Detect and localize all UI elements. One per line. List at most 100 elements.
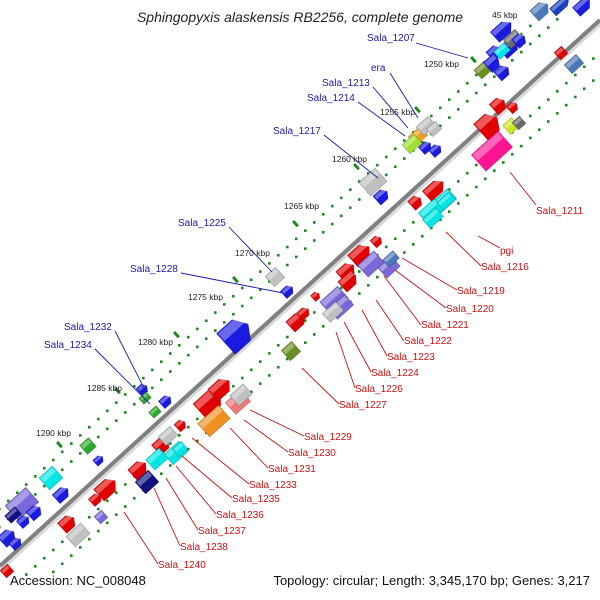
- gene-feature: [207, 376, 230, 402]
- track-dot-lower-outer: [493, 169, 496, 172]
- leader-line: [389, 72, 419, 119]
- track-dot-lower-inner: [385, 245, 388, 249]
- gene-label-Sala_1229[interactable]: Sala_1229: [304, 432, 352, 443]
- gene-feature: [87, 492, 102, 508]
- track-dot-upper-inner: [259, 270, 262, 273]
- track-dot-lower-outer: [376, 275, 379, 279]
- gene-feature: [38, 465, 64, 491]
- track-dot-upper-outer: [151, 386, 154, 390]
- track-dot-lower-inner: [187, 425, 190, 429]
- gene-feature: [93, 509, 109, 525]
- track-dot-upper-outer: [178, 362, 181, 365]
- major-tick: [113, 386, 121, 395]
- track-dot-upper-inner: [394, 147, 397, 151]
- track-dot-lower-outer: [439, 218, 442, 222]
- leader-line: [94, 348, 151, 405]
- gene-feature: [51, 485, 69, 505]
- gene-label-Sala_1219[interactable]: Sala_1219: [457, 286, 505, 297]
- gene-feature: [511, 32, 527, 49]
- track-dot-lower-inner: [34, 565, 37, 568]
- track-dot-lower-inner: [313, 311, 316, 314]
- gene-label-Sala_1221[interactable]: Sala_1221: [421, 320, 469, 331]
- track-dot-lower-outer: [511, 152, 514, 156]
- gene-label-Sala_1232[interactable]: Sala_1232: [64, 322, 112, 333]
- track-dot-upper-inner: [52, 458, 55, 462]
- track-dot-lower-outer: [106, 521, 109, 525]
- gene-label-Sala_1222[interactable]: Sala_1222: [404, 336, 452, 347]
- gene-label-Sala_1216[interactable]: Sala_1216: [481, 262, 529, 273]
- gene-label-Sala_1217[interactable]: Sala_1217: [273, 126, 321, 137]
- gene-feature: [65, 522, 91, 548]
- gene-feature: [357, 250, 385, 278]
- track-dot-lower-inner: [457, 180, 460, 183]
- gene-label-Sala_1230[interactable]: Sala_1230: [288, 448, 336, 459]
- leader-line: [301, 367, 340, 405]
- track-dot-lower-outer: [250, 390, 253, 394]
- gene-label-Sala_1223[interactable]: Sala_1223: [387, 352, 435, 363]
- gene-feature: [337, 271, 357, 293]
- track-dot-upper-inner: [439, 106, 442, 110]
- gene-label-era[interactable]: era: [371, 63, 386, 74]
- track-dot-upper-outer: [70, 460, 73, 463]
- track-dot-lower-inner: [268, 352, 271, 355]
- track-dot-lower-inner: [25, 573, 28, 576]
- track-dot-upper-inner: [466, 81, 469, 85]
- gene-label-Sala_1214[interactable]: Sala_1214: [307, 93, 355, 104]
- track-dot-upper-outer: [169, 370, 172, 373]
- track-dot-upper-outer: [268, 280, 271, 283]
- track-dot-upper-outer: [520, 50, 523, 54]
- gene-feature: [4, 506, 22, 524]
- track-dot-upper-outer: [115, 419, 118, 422]
- gene-label-Sala_1233[interactable]: Sala_1233: [249, 480, 297, 491]
- gene-label-Sala_1240[interactable]: Sala_1240: [158, 560, 206, 571]
- gene-label-Sala_1231[interactable]: Sala_1231: [268, 464, 316, 475]
- gene-label-Sala_1213[interactable]: Sala_1213: [322, 78, 370, 89]
- scale-label: 1275 kbp: [188, 292, 223, 302]
- track-dot-lower-inner: [394, 237, 397, 241]
- gene-feature: [493, 42, 511, 60]
- track-dot-upper-inner: [520, 32, 523, 36]
- gene-label-Sala_1211[interactable]: Sala_1211: [536, 206, 584, 217]
- gene-label-Sala_1238[interactable]: Sala_1238: [180, 542, 228, 553]
- gene-feature: [407, 194, 423, 211]
- gene-label-Sala_1225[interactable]: Sala_1225: [178, 218, 226, 229]
- gene-label-Sala_1224[interactable]: Sala_1224: [371, 368, 419, 379]
- gene-label-Sala_1236[interactable]: Sala_1236: [216, 510, 264, 521]
- gene-label-Sala_1237[interactable]: Sala_1237: [198, 526, 246, 537]
- gene-feature: [127, 459, 147, 481]
- gene-features: [0, 0, 590, 579]
- track-dot-upper-inner: [376, 163, 379, 167]
- gene-feature: [571, 0, 590, 17]
- gene-feature: [197, 404, 231, 438]
- leader-line: [180, 272, 284, 294]
- gene-feature: [358, 167, 388, 197]
- track-dot-upper-outer: [529, 42, 532, 46]
- track-dot-upper-outer: [511, 58, 514, 62]
- gene-label-Sala_1226[interactable]: Sala_1226: [355, 384, 403, 395]
- leader-line: [401, 257, 458, 291]
- track-dot-lower-outer: [556, 112, 559, 115]
- gene-label-Sala_1227[interactable]: Sala_1227: [339, 400, 387, 411]
- gene-label-Sala_1207[interactable]: Sala_1207: [367, 33, 415, 44]
- gene-label-Sala_1228[interactable]: Sala_1228: [130, 264, 178, 275]
- gene-label-Sala_1234[interactable]: Sala_1234: [44, 340, 92, 351]
- track-dot-lower-inner: [574, 73, 577, 77]
- track-dot-upper-outer: [259, 288, 262, 291]
- track-dot-upper-outer: [349, 206, 352, 210]
- gene-label-pgi[interactable]: pgi: [500, 246, 513, 257]
- leader-line: [335, 331, 356, 389]
- track-dot-upper-outer: [250, 296, 253, 300]
- gene-feature: [549, 0, 570, 17]
- track-dot-lower-outer: [79, 546, 82, 549]
- track-dot-lower-inner: [358, 270, 361, 273]
- track-dot-lower-inner: [538, 106, 541, 110]
- gene-label-Sala_1235[interactable]: Sala_1235: [232, 494, 280, 505]
- gene-feature: [563, 53, 585, 75]
- gene-label-Sala_1220[interactable]: Sala_1220: [446, 304, 494, 315]
- leader-line: [372, 86, 409, 129]
- track-dot-upper-inner: [340, 196, 343, 200]
- track-dot-upper-outer: [43, 484, 46, 488]
- track-dot-lower-inner: [529, 114, 532, 118]
- gene-feature: [216, 314, 252, 355]
